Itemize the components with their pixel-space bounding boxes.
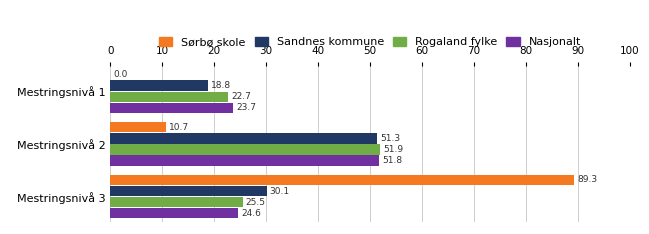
Bar — [110, 197, 243, 207]
Text: 25.5: 25.5 — [246, 198, 266, 207]
Bar — [110, 144, 380, 155]
Bar — [110, 133, 376, 144]
Bar — [110, 91, 228, 102]
Text: 10.7: 10.7 — [169, 123, 189, 132]
Bar — [110, 155, 379, 166]
Text: 30.1: 30.1 — [270, 186, 290, 196]
Bar — [110, 186, 267, 196]
Text: 18.8: 18.8 — [211, 81, 231, 90]
Text: 24.6: 24.6 — [241, 209, 261, 218]
Text: 0.0: 0.0 — [114, 70, 128, 79]
Text: 23.7: 23.7 — [236, 103, 256, 112]
Text: 51.9: 51.9 — [383, 145, 403, 154]
Text: 51.3: 51.3 — [380, 134, 400, 143]
Bar — [110, 122, 166, 132]
Text: 89.3: 89.3 — [577, 176, 597, 184]
Legend: Sørbø skole, Sandnes kommune, Rogaland fylke, Nasjonalt: Sørbø skole, Sandnes kommune, Rogaland f… — [159, 37, 581, 48]
Bar — [110, 80, 208, 91]
Bar — [110, 208, 238, 219]
Bar — [110, 175, 574, 185]
Bar — [110, 103, 234, 113]
Text: 51.8: 51.8 — [382, 156, 402, 165]
Text: 22.7: 22.7 — [231, 92, 251, 101]
